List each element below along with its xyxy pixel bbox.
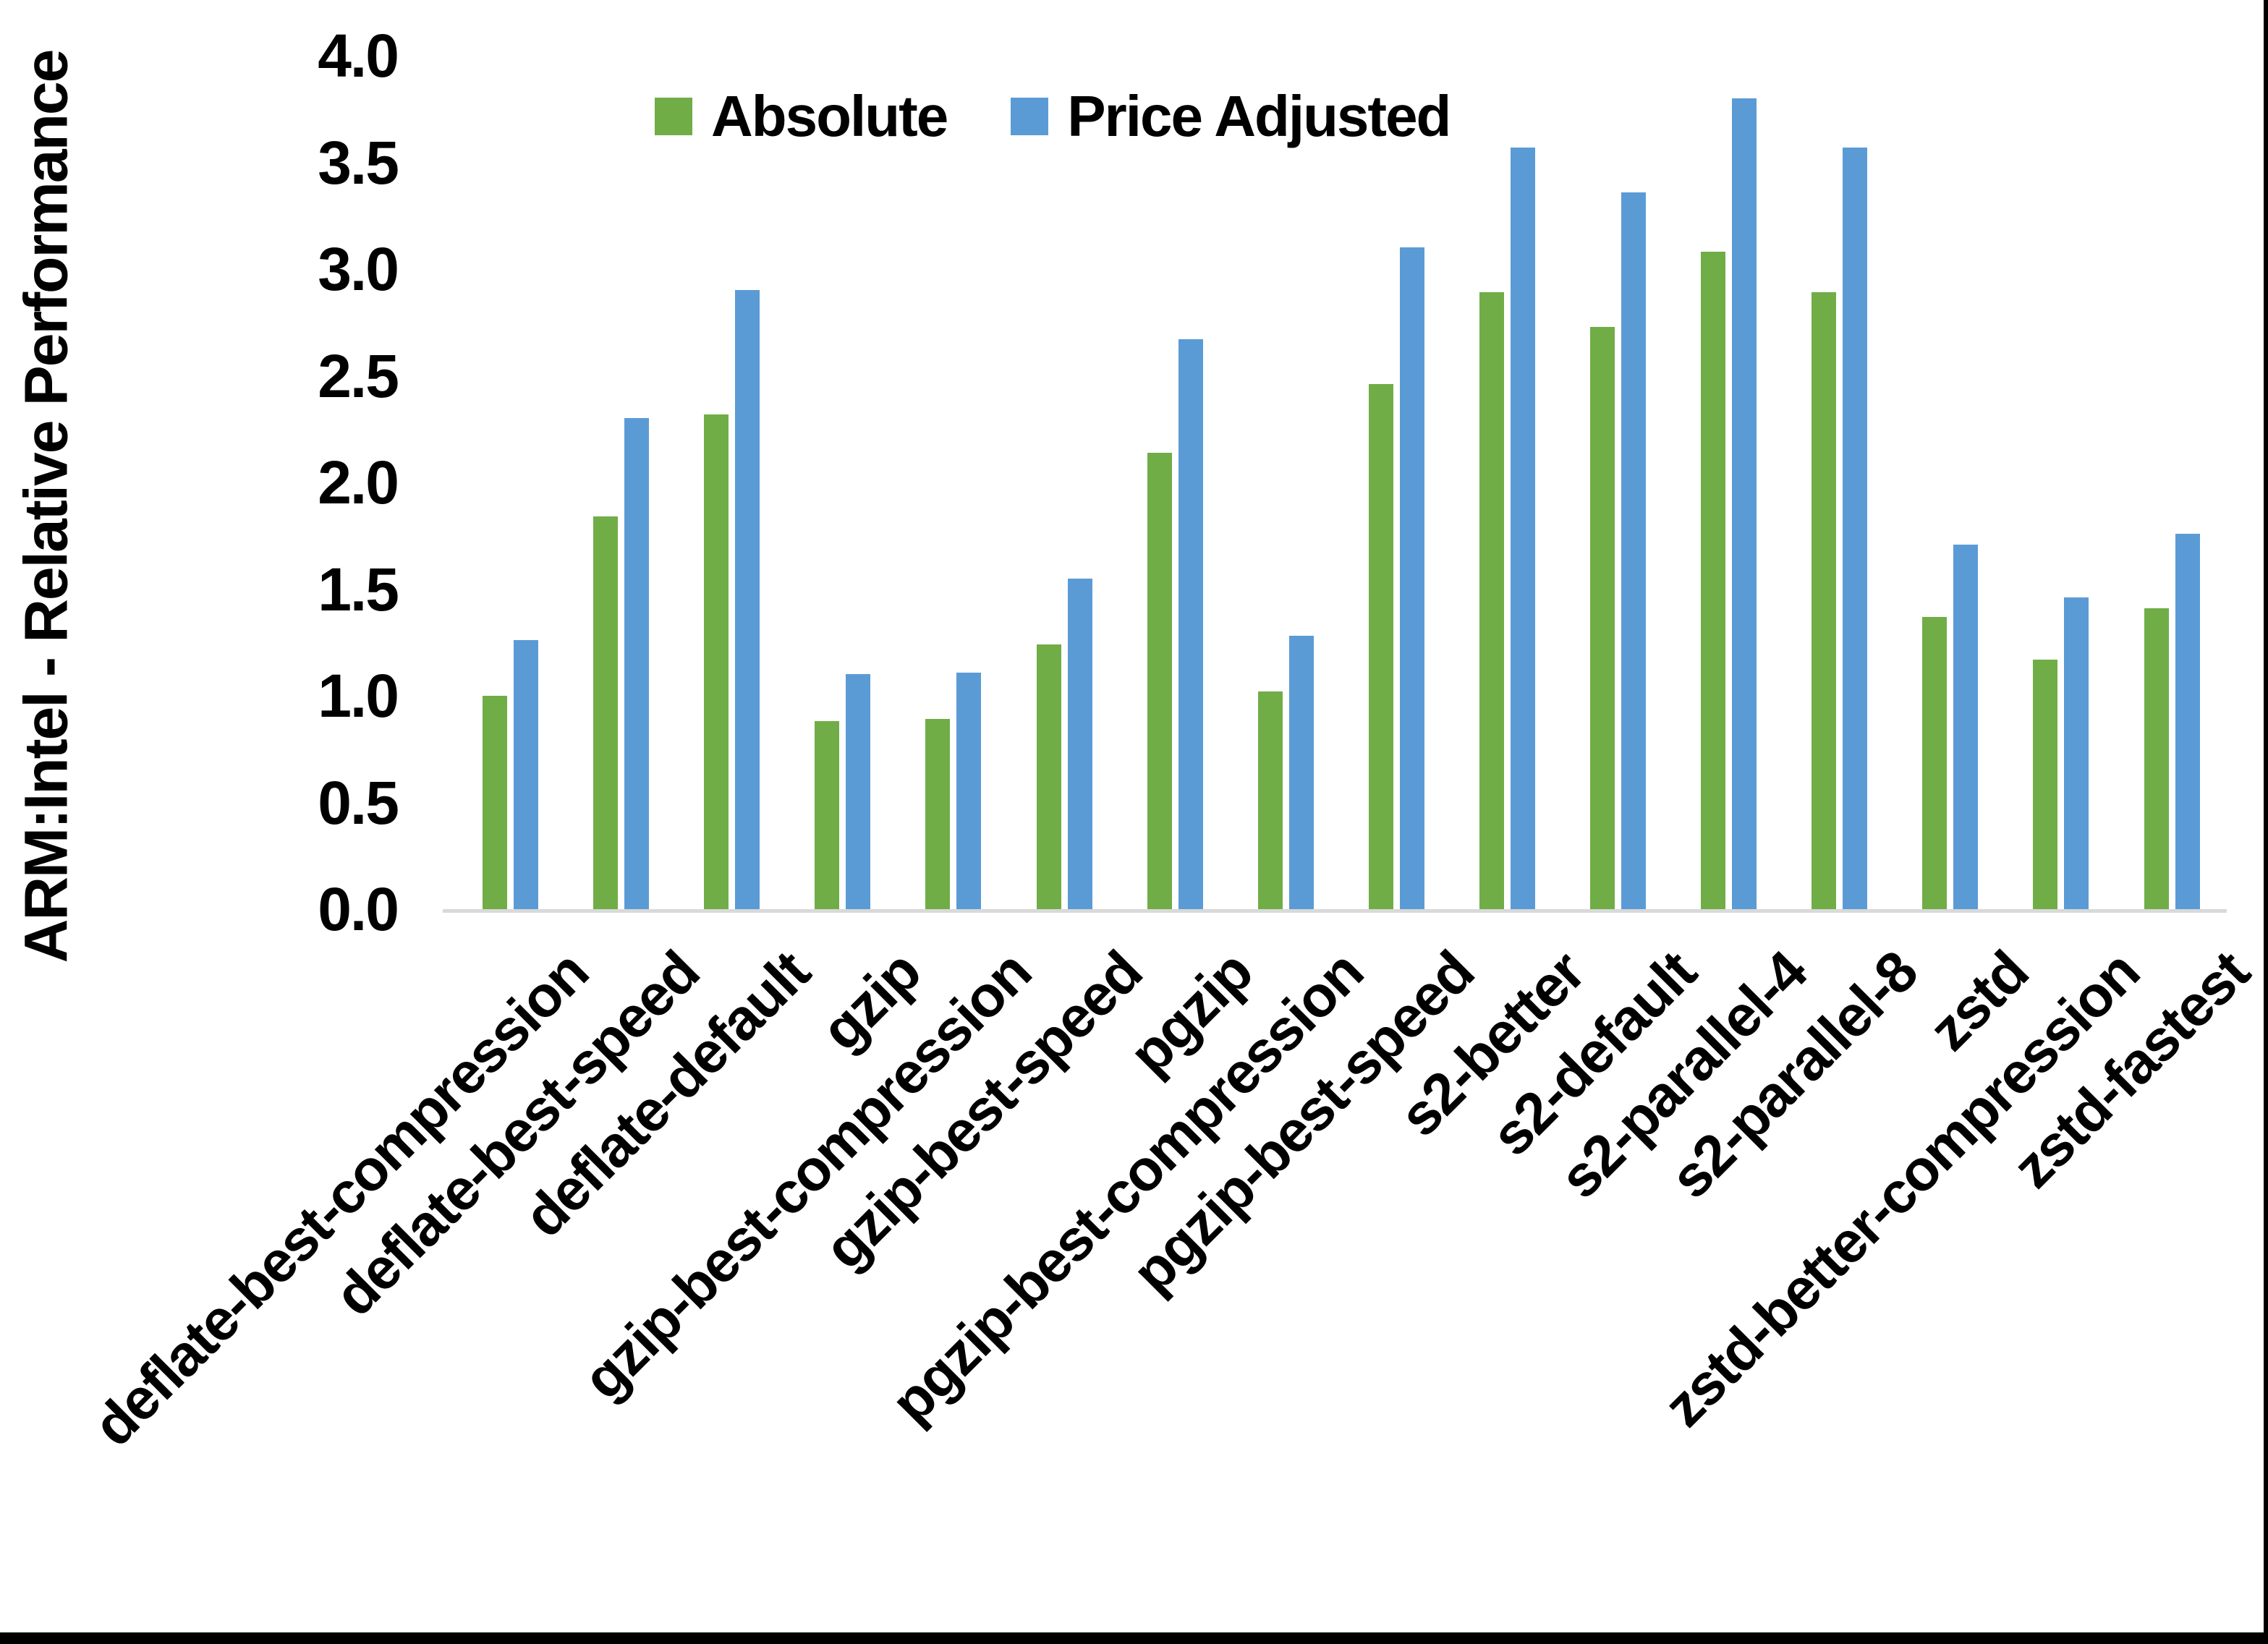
bar-deflate-best-speed-absolute xyxy=(593,516,618,909)
bar-zstd-fastest-price-adjusted xyxy=(2175,534,2200,909)
legend-swatch-price-adjusted xyxy=(1011,98,1049,135)
bar-s2-default-price-adjusted xyxy=(1621,192,1646,909)
y-tick-label-3.5: 3.5 xyxy=(318,128,399,197)
bar-gzip-best-compression-price-adjusted xyxy=(956,673,981,909)
bar-gzip-absolute xyxy=(815,721,839,909)
bar-zstd-better-compression-price-adjusted xyxy=(2064,597,2089,909)
bar-pgzip-price-adjusted xyxy=(1178,339,1203,909)
bar-s2-default-absolute xyxy=(1590,327,1615,909)
bar-gzip-best-speed-price-adjusted xyxy=(1068,579,1092,909)
bar-pgzip-best-speed-price-adjusted xyxy=(1400,247,1424,909)
legend: Absolute Price Adjusted xyxy=(655,78,1451,155)
bar-pgzip-absolute xyxy=(1147,453,1172,909)
bar-pgzip-best-compression-absolute xyxy=(1258,691,1283,909)
y-tick-label-2.0: 2.0 xyxy=(318,448,399,516)
window-border-right xyxy=(2264,0,2268,1644)
legend-swatch-absolute xyxy=(655,98,692,135)
x-axis-line xyxy=(443,909,2227,913)
bar-zstd-fastest-absolute xyxy=(2144,608,2169,909)
bar-pgzip-best-speed-absolute xyxy=(1369,384,1393,909)
bar-deflate-best-compression-price-adjusted xyxy=(514,640,538,909)
bar-deflate-best-compression-absolute xyxy=(483,696,507,909)
bar-deflate-best-speed-price-adjusted xyxy=(624,418,649,909)
legend-label-price-adjusted: Price Adjusted xyxy=(1067,84,1451,148)
bar-s2-parallel-8-price-adjusted xyxy=(1843,148,1867,909)
y-axis-title: ARM:Intel - Relative Performance xyxy=(4,40,88,973)
bar-s2-better-price-adjusted xyxy=(1511,148,1535,909)
legend-item-price-adjusted: Price Adjusted xyxy=(1011,83,1451,150)
y-tick-label-1.0: 1.0 xyxy=(318,662,399,730)
y-axis-title-text: ARM:Intel - Relative Performance xyxy=(12,50,80,963)
window-border-bottom xyxy=(0,1632,2268,1644)
bar-gzip-best-speed-absolute xyxy=(1037,644,1061,909)
bar-gzip-best-compression-absolute xyxy=(925,719,950,909)
bar-s2-better-absolute xyxy=(1479,292,1504,909)
bar-s2-parallel-8-absolute xyxy=(1812,292,1836,909)
y-tick-label-2.5: 2.5 xyxy=(318,341,399,410)
y-tick-label-0.0: 0.0 xyxy=(318,875,399,943)
bar-deflate-default-absolute xyxy=(704,414,729,909)
bar-s2-parallel-4-price-adjusted xyxy=(1732,98,1757,909)
bar-zstd-price-adjusted xyxy=(1953,545,1978,909)
legend-item-absolute: Absolute xyxy=(655,83,948,150)
bar-s2-parallel-4-absolute xyxy=(1701,252,1725,909)
y-tick-label-4.0: 4.0 xyxy=(318,22,399,90)
bar-deflate-default-price-adjusted xyxy=(735,290,760,909)
bar-zstd-absolute xyxy=(1922,617,1947,909)
bar-pgzip-best-compression-price-adjusted xyxy=(1289,636,1314,909)
bar-zstd-better-compression-absolute xyxy=(2033,660,2057,909)
bar-gzip-price-adjusted xyxy=(846,674,870,909)
y-tick-label-3.0: 3.0 xyxy=(318,235,399,303)
legend-label-absolute: Absolute xyxy=(711,84,948,148)
y-tick-label-0.5: 0.5 xyxy=(318,768,399,837)
y-tick-label-1.5: 1.5 xyxy=(318,555,399,623)
